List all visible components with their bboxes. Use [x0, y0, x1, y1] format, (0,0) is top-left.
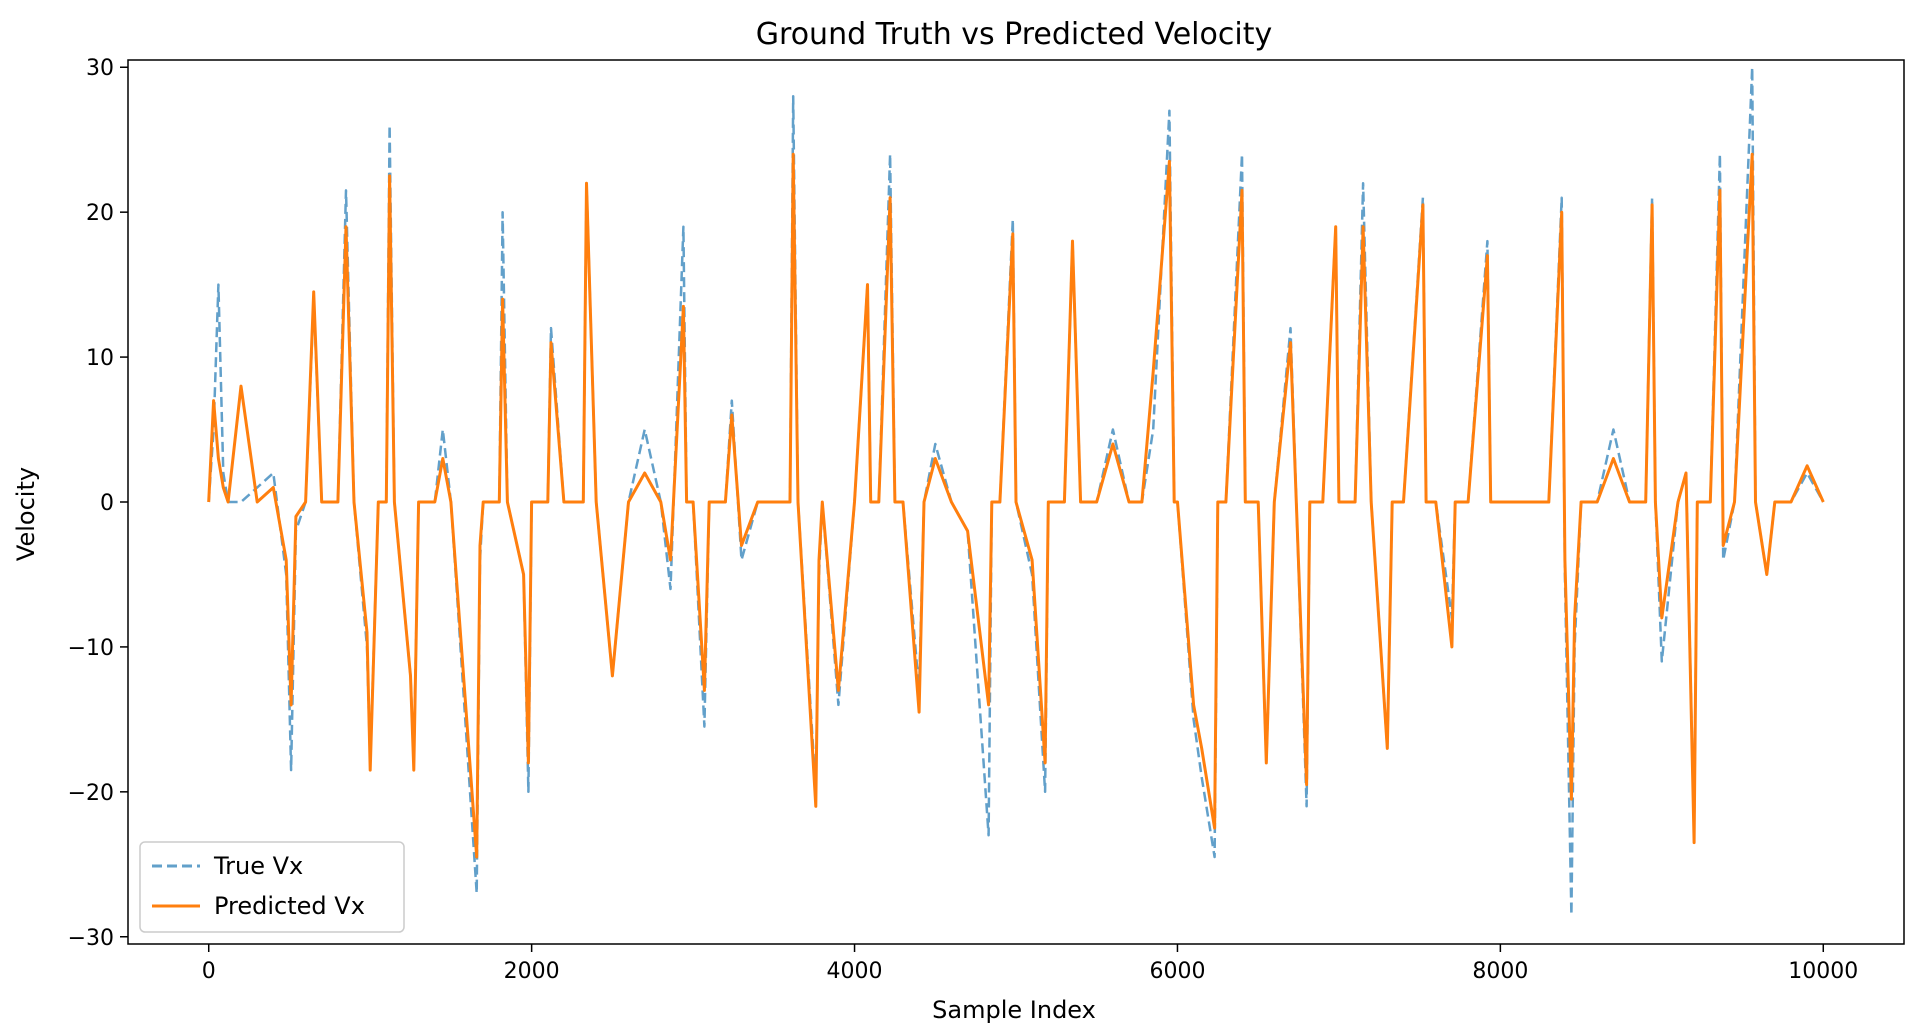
legend-box: [139, 841, 405, 933]
x-tick-label: 2000: [504, 959, 560, 984]
chart-title: Ground Truth vs Predicted Velocity: [756, 17, 1272, 52]
legend: True Vx Predicted Vx: [139, 841, 405, 933]
y-tick-label: 30: [86, 56, 114, 81]
y-tick-label: 10: [86, 346, 114, 371]
y-tick-label: 0: [100, 491, 114, 516]
x-tick-label: 4000: [827, 959, 883, 984]
y-tick-label: −30: [68, 926, 114, 951]
x-tick-label: 10000: [1788, 959, 1858, 984]
y-tick-label: −20: [68, 781, 114, 806]
y-tick-label: −10: [68, 636, 114, 661]
x-tick-label: 6000: [1149, 959, 1205, 984]
legend-label: True Vx: [213, 852, 303, 880]
x-tick-label: 0: [202, 959, 216, 984]
plot-frame: [127, 59, 1905, 945]
series-predicted-vx-line: [207, 152, 1825, 859]
plot-lines: [207, 65, 1825, 917]
y-axis-label: Velocity: [12, 467, 40, 561]
x-tick-label: 8000: [1472, 959, 1528, 984]
x-axis-label: Sample Index: [932, 996, 1096, 1024]
legend-label: Predicted Vx: [214, 892, 365, 920]
y-tick-label: 20: [86, 201, 114, 226]
ticks-layer: 0 2000 4000 6000 8000 10000 −30 −20 −10 0 10 20 30: [68, 56, 1859, 984]
